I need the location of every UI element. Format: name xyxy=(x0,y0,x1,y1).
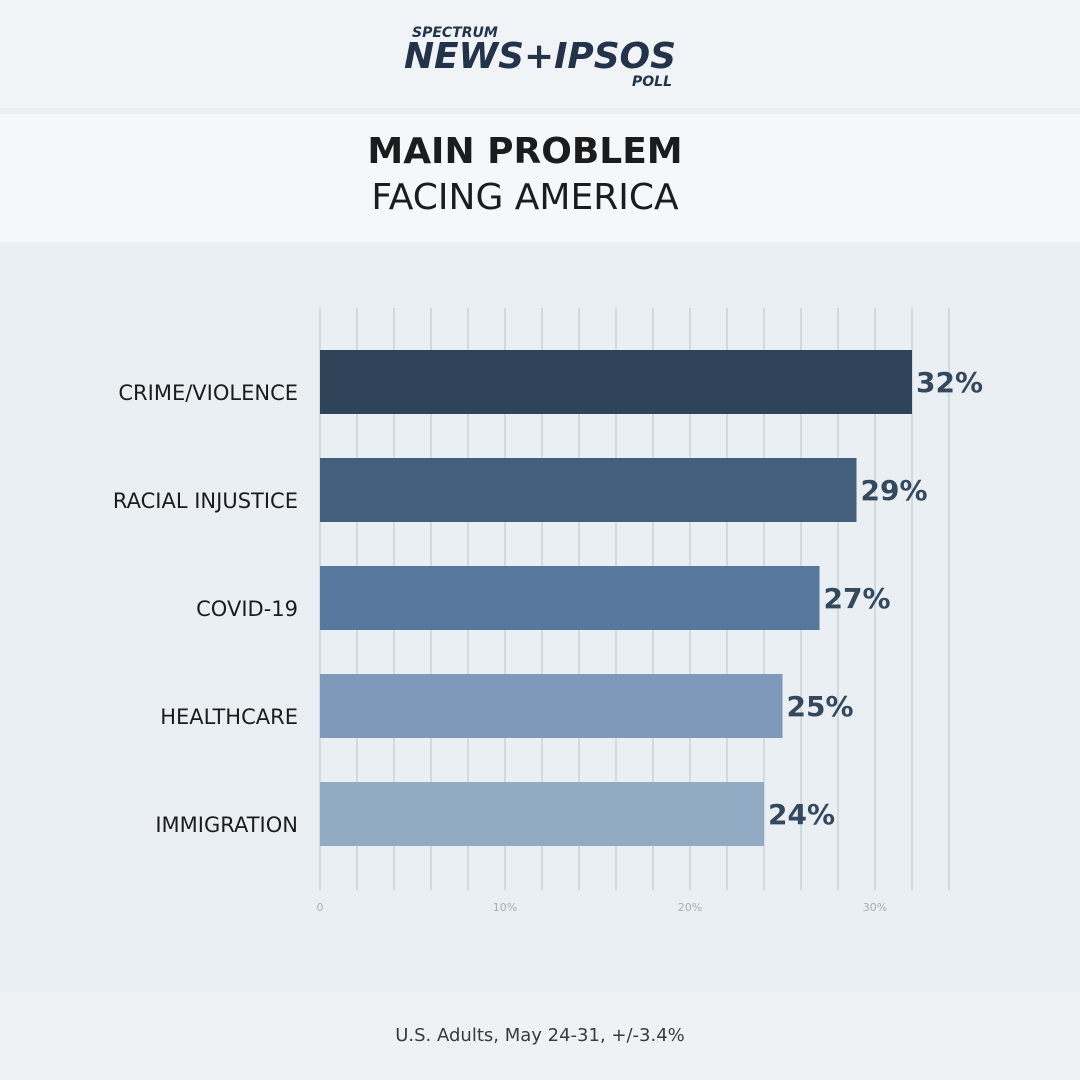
chart-title: MAIN PROBLEM xyxy=(367,131,682,172)
footer-band xyxy=(0,992,1080,1080)
y-tick-label: COVID-19 xyxy=(196,597,298,621)
header-band xyxy=(0,0,1080,108)
bar xyxy=(320,458,857,522)
x-tick-label: 30% xyxy=(863,901,887,914)
bar xyxy=(320,782,764,846)
footnote: U.S. Adults, May 24-31, +/-3.4% xyxy=(395,1025,685,1046)
x-tick-label: 0 xyxy=(317,901,324,914)
brand-bottom: POLL xyxy=(632,74,672,90)
title-band xyxy=(0,114,1080,242)
y-tick-label: CRIME/VIOLENCE xyxy=(118,381,298,405)
chart-subtitle: FACING AMERICA xyxy=(371,177,679,218)
brand: NEWS+IPSOS xyxy=(404,36,676,77)
y-tick-label: HEALTHCARE xyxy=(160,705,298,729)
x-tick-label: 20% xyxy=(678,901,702,914)
bar xyxy=(320,566,820,630)
value-label: 24% xyxy=(768,798,835,831)
value-label: 25% xyxy=(787,690,854,723)
x-tick-label: 10% xyxy=(493,901,517,914)
brand-top: SPECTRUM xyxy=(412,25,498,41)
value-label: 32% xyxy=(916,366,983,399)
value-label: 29% xyxy=(861,474,928,507)
bar xyxy=(320,674,783,738)
value-label: 27% xyxy=(824,582,891,615)
y-tick-label: IMMIGRATION xyxy=(155,813,298,837)
y-tick-label: RACIAL INJUSTICE xyxy=(113,489,298,513)
bar xyxy=(320,350,912,414)
